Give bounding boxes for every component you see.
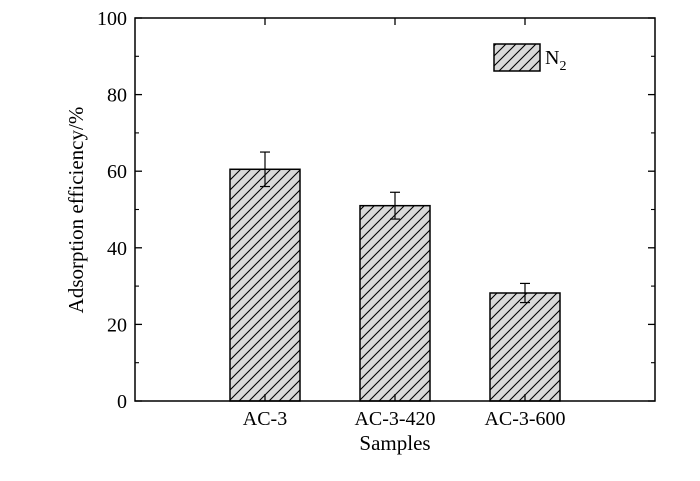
bar — [489, 292, 561, 402]
y-tick-label: 40 — [107, 238, 127, 260]
y-tick-label: 100 — [97, 8, 127, 30]
error-bars-group — [260, 151, 530, 304]
legend-label-subscript: 2 — [559, 59, 566, 74]
y-tick-label: 0 — [117, 391, 127, 413]
bar — [359, 204, 431, 402]
x-axis: AC-3 AC-3-420 AC-3-600 — [243, 18, 566, 430]
y-tick-label: 20 — [107, 314, 127, 336]
y-axis: 0 20 40 60 80 100 — [97, 8, 655, 413]
x-tick-label: AC-3-420 — [354, 408, 435, 430]
legend: N2 — [493, 43, 566, 74]
x-tick-label: AC-3-600 — [484, 408, 565, 430]
bar — [229, 168, 301, 402]
x-axis-title: Samples — [359, 431, 430, 455]
x-tick-label: AC-3 — [243, 408, 287, 430]
legend-swatch — [493, 43, 541, 72]
y-tick-label: 80 — [107, 85, 127, 107]
y-tick-label: 60 — [107, 161, 127, 183]
legend-label-base: N — [545, 47, 559, 69]
y-axis-title: Adsorption efficiency/% — [64, 107, 88, 314]
legend-label: N2 — [545, 47, 566, 74]
